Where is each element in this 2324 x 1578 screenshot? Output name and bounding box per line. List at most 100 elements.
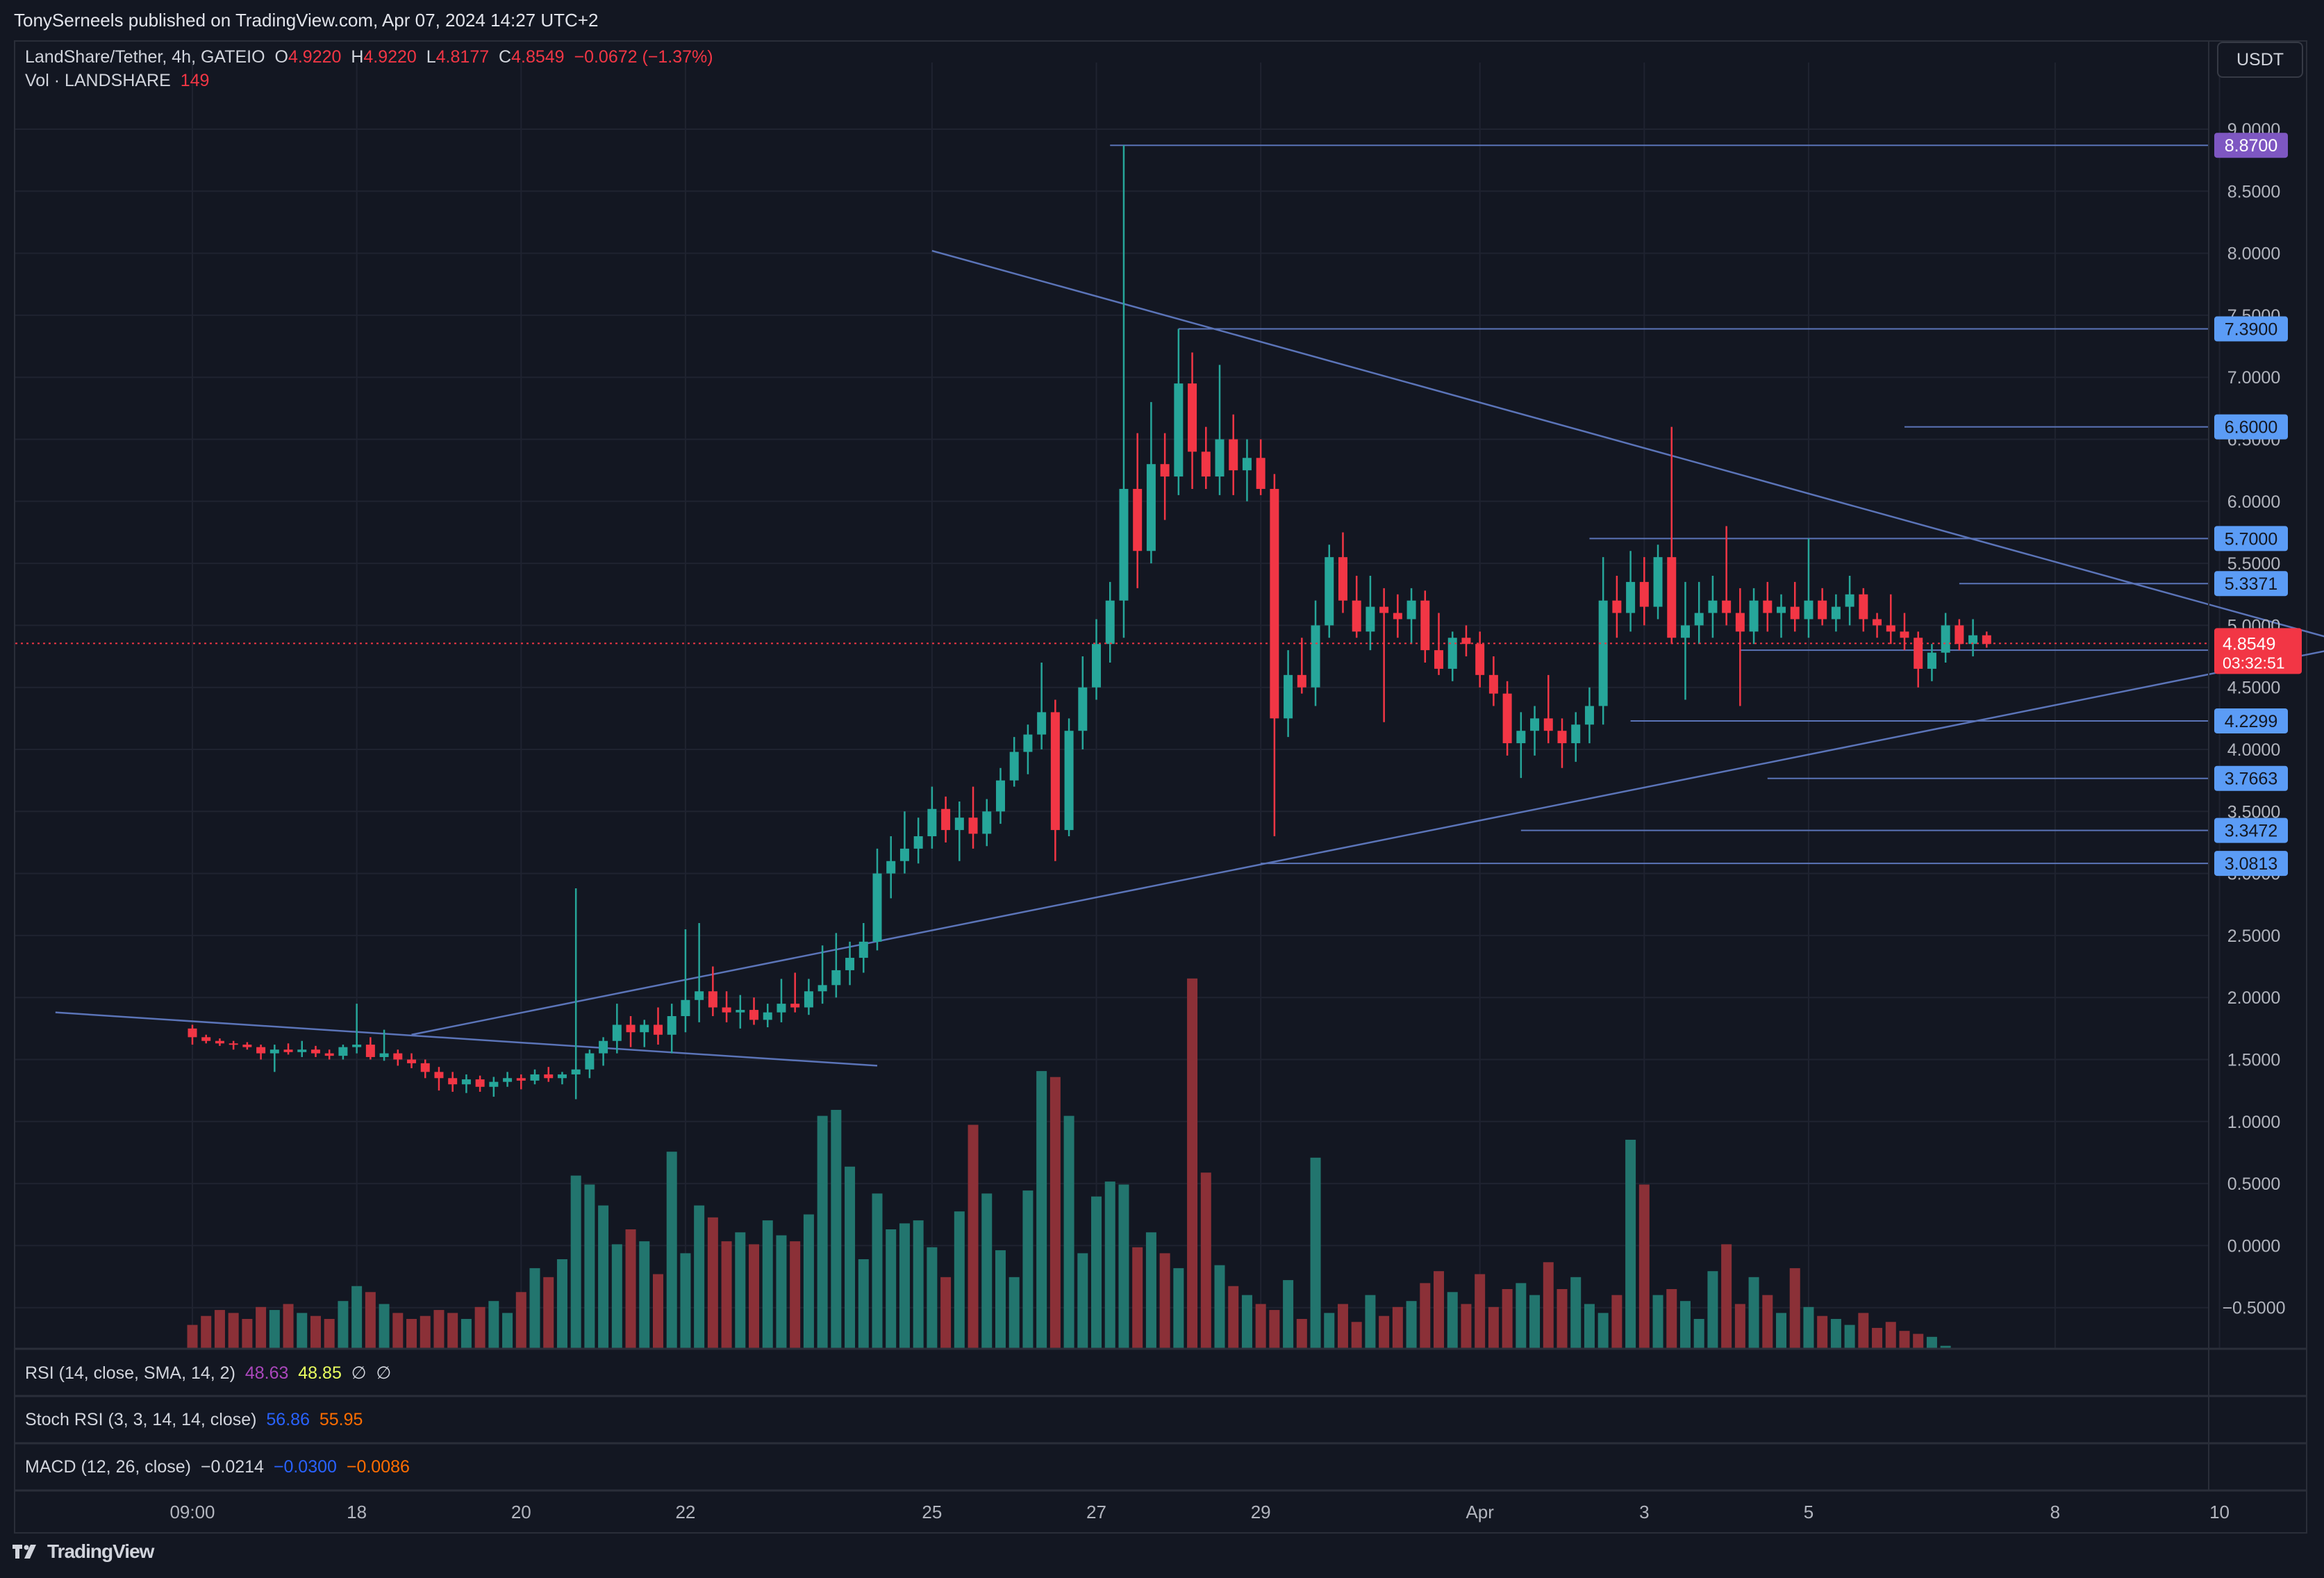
candle-body <box>229 1043 238 1045</box>
rsi-band-upper: ∅ <box>351 1363 367 1383</box>
volume-bar <box>1392 1306 1403 1349</box>
stoch-d-value: 55.95 <box>319 1410 363 1429</box>
high-value: 4.9220 <box>363 47 417 67</box>
volume-bar <box>1570 1277 1582 1349</box>
stoch-rsi-legend[interactable]: Stoch RSI (3, 3, 14, 14, close) 56.86 55… <box>25 1410 363 1430</box>
time-axis[interactable]: 09:00182022252729Apr3581012 <box>169 1502 2324 1522</box>
candle-body <box>297 1049 307 1052</box>
macd-signal-value: −0.0086 <box>346 1457 410 1477</box>
volume-bar <box>1118 1184 1129 1349</box>
volume-bar <box>803 1214 814 1349</box>
stoch-label: Stoch RSI (3, 3, 14, 14, close) <box>25 1410 257 1429</box>
candle-body <box>1968 635 1978 645</box>
candle-body <box>927 808 937 837</box>
volume-bar <box>1638 1184 1650 1349</box>
volume-bar <box>1611 1295 1622 1349</box>
candle-body <box>845 958 855 970</box>
candle-body <box>817 985 827 992</box>
price-level-badge-bg <box>2214 571 2288 597</box>
volume-bar <box>1214 1265 1225 1349</box>
volume-bar <box>1830 1319 1841 1349</box>
candle-body <box>201 1037 211 1041</box>
candle-body <box>1914 638 1923 669</box>
candle-body <box>1475 644 1485 675</box>
candle-body <box>1777 606 1786 613</box>
candle-body <box>269 1049 279 1054</box>
volume-bar <box>1269 1310 1280 1349</box>
ohlc-legend: LandShare/Tether, 4h, GATEIO O4.9220 H4.… <box>25 47 713 67</box>
candle-body <box>503 1078 513 1082</box>
candle-body <box>1366 606 1375 632</box>
price-tick-label: 4.5000 <box>2227 679 2280 698</box>
candle-body <box>1256 458 1265 489</box>
candle-body <box>1680 625 1690 638</box>
volume-bar <box>488 1301 499 1349</box>
candle-body <box>1284 674 1293 719</box>
volume-bar <box>652 1274 663 1349</box>
volume-bar <box>1255 1304 1266 1349</box>
publisher-text: TonySerneels published on TradingView.co… <box>14 10 599 31</box>
currency-button[interactable]: USDT <box>2217 42 2303 78</box>
time-tick-label: Apr <box>1466 1502 1494 1522</box>
volume-bar <box>1762 1295 1773 1349</box>
volume-bar <box>543 1277 554 1349</box>
time-tick-label: 25 <box>922 1502 942 1522</box>
candle-body <box>681 999 690 1016</box>
candle-body <box>736 1010 745 1013</box>
volume-bar <box>995 1250 1006 1349</box>
volume-bar <box>707 1217 718 1349</box>
candle-body <box>379 1053 389 1057</box>
candle-body <box>1749 600 1759 632</box>
price-tick-label: 6.0000 <box>2227 492 2280 512</box>
current-price-badge-bg <box>2214 628 2302 674</box>
volume-bar <box>1173 1268 1184 1349</box>
volume-bar <box>1379 1315 1390 1349</box>
volume-bar <box>1858 1313 1869 1349</box>
price-tick-label: 8.5000 <box>2227 182 2280 201</box>
volume-bar <box>1803 1306 1814 1349</box>
volume-bar <box>1447 1292 1458 1349</box>
volume-bar <box>1310 1157 1321 1349</box>
candle-body <box>831 970 841 986</box>
candle-body <box>1434 650 1444 669</box>
volume-bar <box>1461 1304 1472 1349</box>
candle-body <box>1859 594 1868 620</box>
price-tick-label: 8.0000 <box>2227 244 2280 264</box>
symbol-title[interactable]: LandShare/Tether, 4h, GATEIO <box>25 47 265 67</box>
rsi-legend[interactable]: RSI (14, close, SMA, 14, 2) 48.63 48.85 … <box>25 1363 391 1384</box>
macd-legend[interactable]: MACD (12, 26, close) −0.0214 −0.0300 −0.… <box>25 1457 410 1477</box>
volume-legend: Vol · LANDSHARE 149 <box>25 71 209 91</box>
volume-bar <box>1502 1289 1513 1349</box>
volume-bar <box>1283 1280 1294 1349</box>
volume-bar <box>749 1244 760 1349</box>
volume-bar <box>1679 1301 1691 1349</box>
volume-bar <box>1036 1071 1047 1349</box>
time-tick-label: 09:00 <box>169 1502 215 1522</box>
volume-bar <box>940 1277 952 1349</box>
volume-bar <box>379 1304 390 1349</box>
volume-bar <box>872 1193 883 1349</box>
candle-body <box>1927 652 1936 669</box>
candle-body <box>475 1079 485 1087</box>
volume-bar <box>1434 1271 1445 1349</box>
close-label: C <box>499 47 512 67</box>
candle-body <box>1119 488 1129 601</box>
volume-bar <box>556 1259 567 1349</box>
candle-body <box>1078 687 1088 731</box>
candle-body <box>1557 731 1567 744</box>
tradingview-logo[interactable]: TradingView <box>13 1540 154 1563</box>
change-value: −0.0672 (−1.37%) <box>574 47 713 67</box>
volume-bar <box>1365 1295 1376 1349</box>
price-level-badge-bg <box>2214 414 2288 440</box>
candle-body <box>695 991 704 1000</box>
candle-body <box>1201 451 1211 477</box>
candle-body <box>1571 724 1581 744</box>
time-tick-label: 10 <box>2209 1502 2230 1522</box>
volume-bar <box>460 1319 472 1349</box>
candle-body <box>1133 488 1143 551</box>
volume-bar <box>981 1193 993 1349</box>
volume-label[interactable]: Vol · LANDSHARE <box>25 71 171 90</box>
candle-body <box>1037 712 1047 735</box>
trendline <box>931 249 2324 638</box>
